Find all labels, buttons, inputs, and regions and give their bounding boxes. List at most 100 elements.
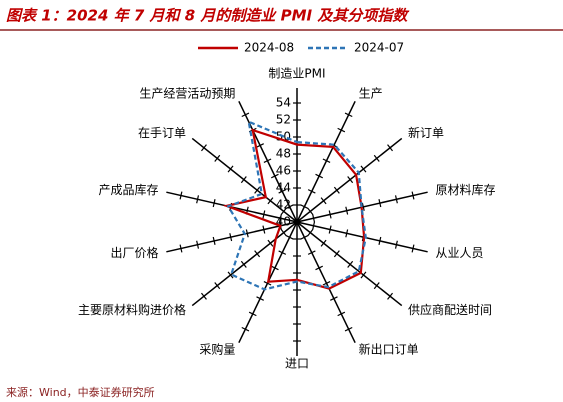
tick-mark (248, 311, 257, 317)
tick-mark (267, 197, 274, 205)
tick-mark (312, 214, 316, 223)
tick-mark (337, 311, 346, 317)
r-tick-label: 40 (276, 215, 291, 229)
tick-mark (320, 239, 327, 247)
spoke (296, 137, 403, 223)
tick-mark (179, 191, 183, 200)
tick-mark (280, 207, 287, 215)
tick-mark (347, 260, 354, 268)
tick-mark (337, 127, 346, 133)
tick-mark (344, 112, 353, 118)
tick-mark (200, 292, 207, 300)
tick-mark (285, 204, 294, 209)
tick-mark (347, 176, 354, 184)
tick-mark (229, 233, 233, 242)
axis-label: 从业人员 (435, 246, 483, 260)
tick-mark (411, 244, 415, 253)
tick-mark (322, 280, 331, 286)
tick-mark (278, 250, 287, 255)
r-tick-label: 48 (276, 147, 291, 161)
tick-mark (345, 206, 349, 215)
tick-mark (278, 189, 287, 194)
legend-label: 2024-07 (354, 41, 404, 55)
spoke (296, 221, 403, 307)
spoke (296, 221, 428, 253)
tick-mark (307, 229, 314, 237)
tick-mark (179, 244, 183, 253)
tick-mark (240, 260, 247, 268)
tick-mark (271, 173, 279, 179)
source-note: 来源：Wind，中泰证券研究所 (6, 385, 155, 399)
tick-mark (394, 195, 398, 204)
tick-mark (394, 240, 398, 249)
axis-label: 在手订单 (138, 126, 186, 140)
tick-mark (315, 173, 323, 179)
tick-mark (254, 186, 261, 194)
tick-mark (307, 189, 316, 194)
tick-mark (262, 210, 266, 219)
spoke (296, 100, 356, 223)
spoke (191, 221, 298, 307)
tick-mark (256, 296, 264, 301)
axis-label: 生产 (359, 87, 383, 101)
tick-mark (345, 229, 349, 238)
axis-label: 生产经营活动预期 (139, 87, 235, 101)
tick-mark (227, 271, 234, 279)
tick-mark (344, 326, 353, 332)
tick-mark (300, 204, 309, 209)
tick-mark (263, 158, 272, 164)
tick-mark (241, 112, 250, 118)
tick-mark (212, 199, 216, 208)
axis-label: 制造业PMI (268, 67, 325, 81)
tick-mark (328, 225, 332, 234)
tick-mark (300, 235, 309, 240)
series-line (226, 119, 367, 291)
tick-mark (307, 250, 316, 255)
axis-label: 主要原材料购进价格 (78, 302, 186, 317)
chart-title: 图表 1：2024 年 7 月和 8 月的制造业 PMI 及其分项指数 (6, 7, 410, 25)
legend-label: 2024-08 (244, 41, 294, 55)
tick-mark (214, 154, 221, 162)
axis-label: 采购量 (199, 341, 235, 356)
tick-mark (328, 210, 332, 219)
axis-label: 进口 (285, 357, 309, 371)
spoke (238, 100, 298, 223)
tick-mark (333, 250, 340, 258)
tick-mark (315, 265, 323, 271)
tick-mark (262, 225, 266, 234)
tick-mark (227, 165, 234, 173)
series-line (222, 128, 366, 290)
tick-mark (271, 265, 279, 271)
tick-mark (312, 221, 316, 230)
axis-label: 产成品库存 (99, 182, 159, 197)
tick-mark (378, 199, 382, 208)
axis-label: 新出口订单 (359, 341, 419, 356)
axis-label: 出厂价格 (111, 245, 159, 260)
tick-mark (285, 235, 294, 240)
r-tick-label: 44 (276, 181, 291, 195)
spoke (191, 137, 298, 223)
tick-mark (322, 158, 331, 164)
r-tick-label: 42 (276, 198, 291, 212)
tick-mark (254, 250, 261, 258)
tick-mark (212, 236, 216, 245)
tick-mark (320, 197, 327, 205)
axis-label: 新订单 (408, 125, 444, 140)
tick-mark (200, 144, 207, 152)
tick-mark (278, 214, 282, 223)
tick-mark (280, 229, 287, 237)
tick-mark (307, 207, 314, 215)
spoke (166, 221, 298, 253)
spoke (296, 221, 356, 344)
tick-mark (361, 202, 365, 211)
r-tick-label: 46 (276, 164, 291, 178)
tick-mark (373, 154, 380, 162)
tick-mark (240, 176, 247, 184)
tick-mark (333, 186, 340, 194)
tick-mark (387, 144, 394, 152)
tick-mark (411, 191, 415, 200)
tick-mark (214, 282, 221, 290)
tick-mark (267, 239, 274, 247)
tick-mark (263, 280, 272, 286)
tick-mark (330, 296, 338, 301)
